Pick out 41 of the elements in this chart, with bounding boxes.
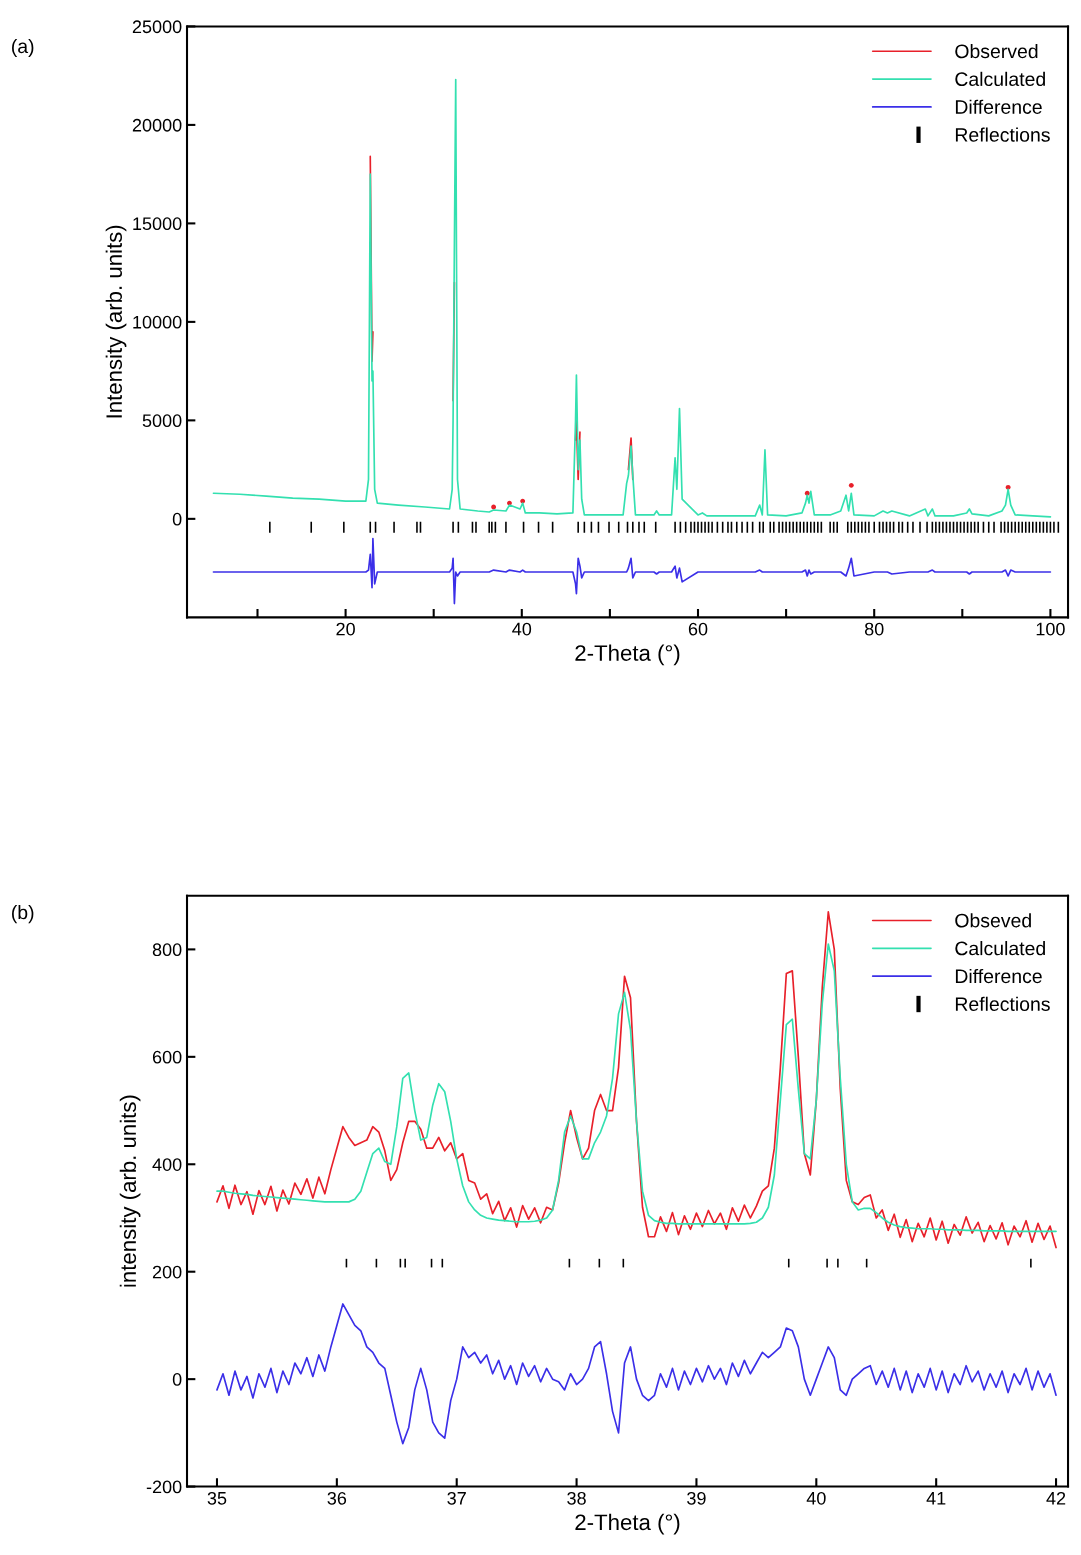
- y-tick-label: 10000: [133, 315, 182, 329]
- x-tick-label: 37: [447, 1491, 466, 1505]
- y-tick-label: 5000: [142, 414, 182, 428]
- line-series: [212, 537, 1052, 605]
- legend-label: Difference: [955, 968, 1042, 984]
- x-tick-label: 100: [1036, 622, 1065, 636]
- x-tick-label: 40: [512, 622, 532, 636]
- y-tick-label: 800: [152, 943, 182, 957]
- x-tick-label: 39: [687, 1491, 706, 1505]
- y-tick-label: 0: [172, 1373, 182, 1386]
- y-axis-title: intensity (arb. units): [119, 1095, 141, 1287]
- y-tick-label: 25000: [132, 20, 182, 34]
- y-tick-label: -200: [146, 1480, 182, 1494]
- legend-label: Difference: [955, 99, 1042, 114]
- y-tick-label: 600: [152, 1050, 182, 1064]
- legend-label: Calculated: [955, 71, 1045, 87]
- x-tick-label: 60: [688, 622, 708, 636]
- x-tick-label: 35: [207, 1491, 227, 1505]
- legend-label: Reflections: [955, 127, 1050, 142]
- y-tick-label: 20000: [132, 118, 182, 132]
- x-tick-label: 41: [926, 1492, 946, 1505]
- x-axis-title: 2-Theta (°): [575, 1513, 680, 1535]
- y-tick-label: 400: [152, 1158, 182, 1171]
- x-tick-label: 42: [1046, 1491, 1066, 1505]
- x-tick-label: 38: [567, 1491, 586, 1505]
- x-tick-label: 80: [864, 622, 884, 636]
- text: (b): [12, 905, 34, 924]
- y-tick-label: 15000: [133, 217, 182, 231]
- x-tick-label: 40: [806, 1491, 826, 1505]
- text: (a): [12, 38, 34, 57]
- y-tick-label: 0: [172, 512, 182, 526]
- legend-label: Reflections: [955, 996, 1050, 1012]
- x-tick-label: 36: [327, 1491, 347, 1505]
- legend-label: Obseved: [955, 913, 1031, 928]
- y-tick-label: 200: [152, 1265, 182, 1279]
- legend-label: Observed: [955, 43, 1038, 59]
- legend-label: Calculated: [955, 941, 1045, 956]
- y-axis-title: Intensity (arb. units): [105, 225, 127, 418]
- x-tick-label: 20: [336, 622, 355, 636]
- x-axis-title: 2-Theta (°): [575, 644, 680, 666]
- line-series: [216, 1303, 1057, 1445]
